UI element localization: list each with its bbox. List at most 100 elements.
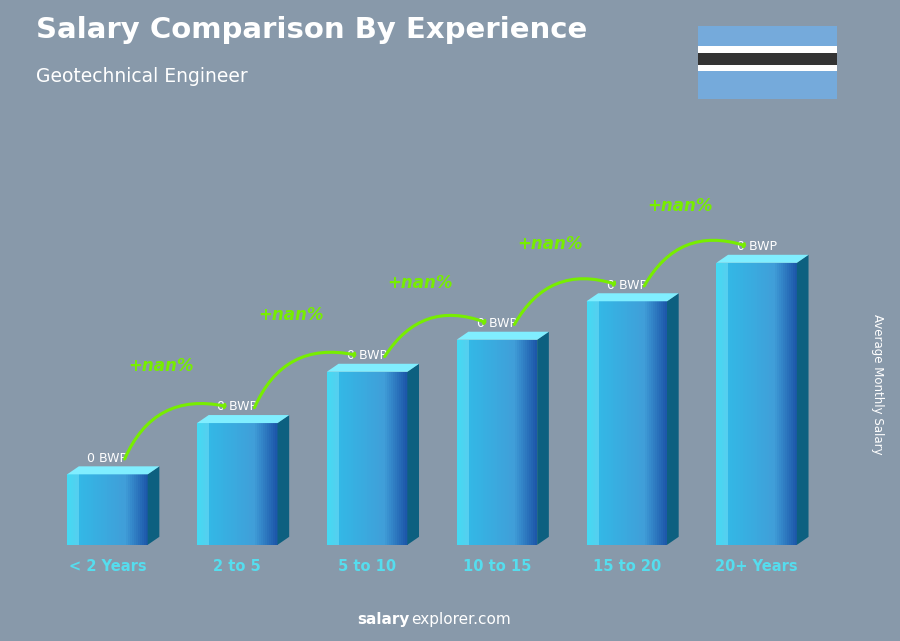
Bar <box>770 263 773 545</box>
Bar <box>267 423 270 545</box>
Bar <box>213 423 215 545</box>
Bar <box>115 474 118 545</box>
Bar <box>223 423 225 545</box>
Bar <box>623 301 625 545</box>
Bar <box>203 423 205 545</box>
Bar <box>716 263 718 545</box>
Bar <box>69 474 71 545</box>
Bar <box>365 372 367 545</box>
Bar <box>374 372 375 545</box>
Bar <box>95 474 97 545</box>
Bar <box>335 372 338 545</box>
Bar <box>110 474 112 545</box>
Bar <box>767 263 769 545</box>
Bar <box>99 474 102 545</box>
Bar <box>739 263 741 545</box>
Bar <box>257 423 259 545</box>
Bar <box>489 340 491 545</box>
Bar <box>385 372 388 545</box>
Bar <box>361 372 364 545</box>
Bar <box>742 263 745 545</box>
Bar <box>459 340 461 545</box>
Text: 15 to 20: 15 to 20 <box>592 559 661 574</box>
Bar <box>363 372 365 545</box>
Polygon shape <box>667 294 679 545</box>
Bar <box>369 372 372 545</box>
Text: 0 BWP: 0 BWP <box>477 317 517 330</box>
Bar <box>603 301 605 545</box>
Bar <box>405 372 408 545</box>
Bar <box>331 372 333 545</box>
Bar <box>113 474 116 545</box>
Bar <box>131 474 134 545</box>
Polygon shape <box>277 415 289 545</box>
Text: +nan%: +nan% <box>647 197 713 215</box>
Text: 10 to 15: 10 to 15 <box>463 559 531 574</box>
Bar <box>387 372 390 545</box>
Polygon shape <box>716 254 808 263</box>
Text: Geotechnical Engineer: Geotechnical Engineer <box>36 67 248 87</box>
Bar <box>513 340 516 545</box>
Bar <box>351 372 354 545</box>
Bar <box>741 263 742 545</box>
Polygon shape <box>408 364 419 545</box>
Bar <box>499 340 501 545</box>
Bar <box>86 474 87 545</box>
Bar <box>379 372 382 545</box>
Bar <box>517 340 519 545</box>
Bar <box>780 263 783 545</box>
Polygon shape <box>197 415 289 423</box>
Bar <box>274 423 275 545</box>
Bar <box>605 301 607 545</box>
Bar <box>375 372 377 545</box>
Bar <box>217 423 220 545</box>
Bar <box>652 301 655 545</box>
Bar <box>256 423 257 545</box>
Bar <box>793 263 795 545</box>
Bar <box>243 423 246 545</box>
Bar <box>757 263 759 545</box>
Bar <box>456 340 459 545</box>
Text: 20+ Years: 20+ Years <box>716 559 798 574</box>
Bar <box>140 474 142 545</box>
Bar <box>608 301 611 545</box>
Bar <box>246 423 248 545</box>
Bar <box>615 301 617 545</box>
Text: +nan%: +nan% <box>518 235 583 253</box>
Bar <box>637 301 639 545</box>
Bar <box>616 301 619 545</box>
Bar <box>269 423 272 545</box>
Bar <box>209 423 212 545</box>
Bar <box>89 474 92 545</box>
Bar <box>212 423 213 545</box>
Bar <box>647 301 649 545</box>
Bar <box>533 340 536 545</box>
Bar <box>645 301 647 545</box>
Bar <box>395 372 398 545</box>
Bar <box>511 340 513 545</box>
Bar <box>736 263 739 545</box>
Bar <box>746 263 749 545</box>
Bar <box>760 263 763 545</box>
Bar <box>765 263 767 545</box>
Bar <box>625 301 627 545</box>
Bar <box>471 340 473 545</box>
Bar <box>749 263 751 545</box>
Bar <box>651 301 653 545</box>
Bar <box>744 263 747 545</box>
Bar <box>726 263 729 545</box>
Bar <box>383 372 385 545</box>
Bar <box>775 263 777 545</box>
Bar <box>720 263 723 545</box>
Bar <box>359 372 361 545</box>
Bar <box>751 263 752 545</box>
Bar <box>123 474 126 545</box>
Text: +nan%: +nan% <box>258 306 323 324</box>
Bar <box>349 372 351 545</box>
Text: +nan%: +nan% <box>128 357 194 375</box>
Bar <box>791 263 793 545</box>
Text: Salary Comparison By Experience: Salary Comparison By Experience <box>36 16 587 44</box>
Bar <box>529 340 531 545</box>
Bar <box>225 423 228 545</box>
Bar <box>77 474 79 545</box>
